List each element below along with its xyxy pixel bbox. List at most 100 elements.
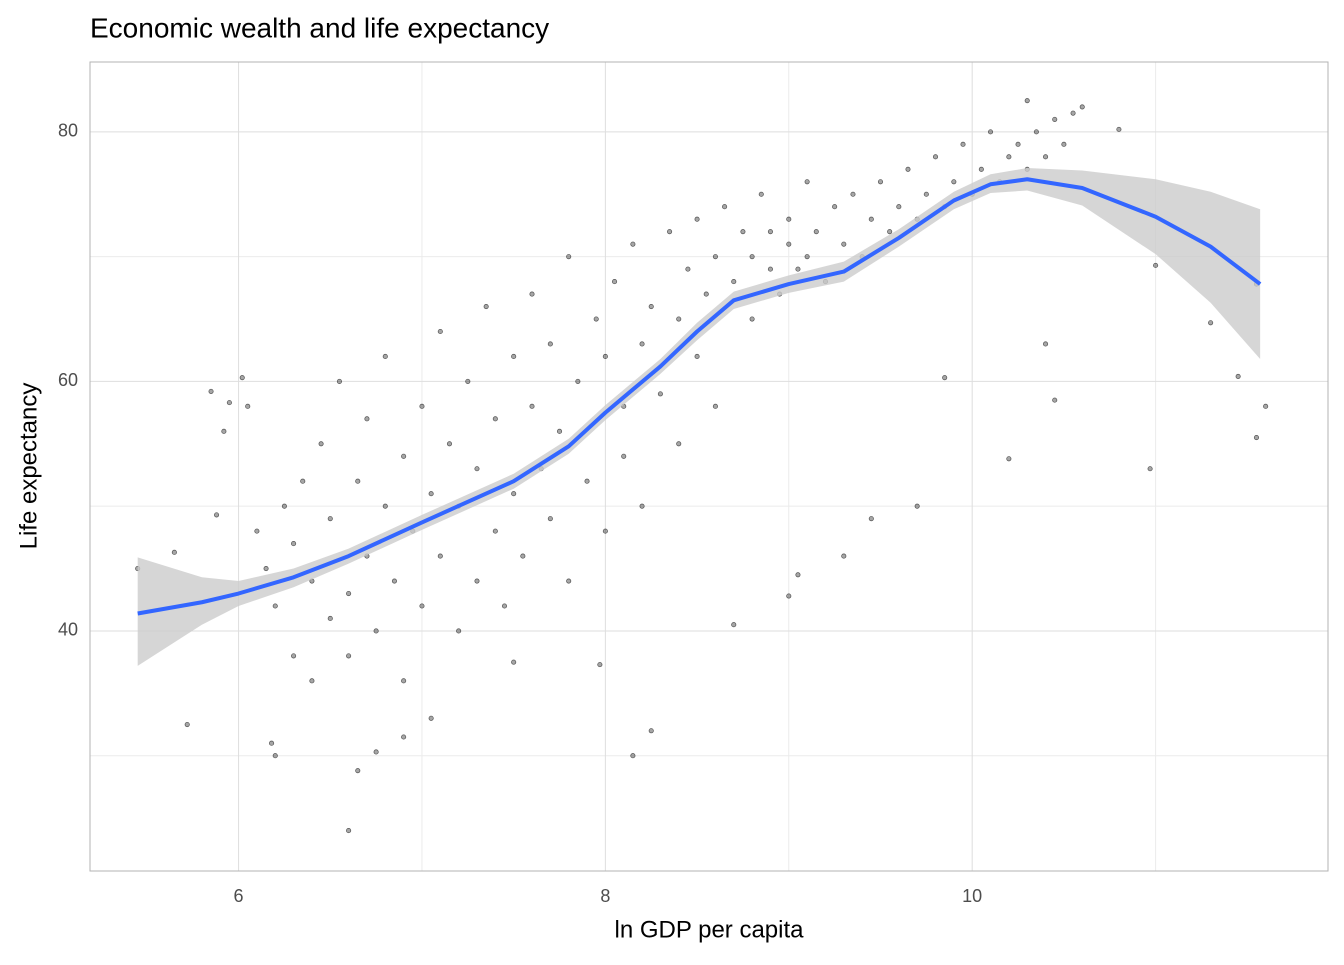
point <box>630 753 636 759</box>
point <box>501 603 508 609</box>
point <box>1153 262 1159 268</box>
point <box>850 191 856 197</box>
point <box>346 590 352 597</box>
point <box>758 191 764 197</box>
point <box>382 353 388 360</box>
chart-title: Economic wealth and life expectancy <box>90 12 549 43</box>
point <box>685 266 691 272</box>
point <box>364 416 370 422</box>
point <box>263 566 269 572</box>
point <box>786 216 792 222</box>
x-tick-label: 6 <box>234 886 244 906</box>
point <box>1235 373 1241 379</box>
point <box>373 628 379 634</box>
point <box>648 728 654 734</box>
point <box>492 416 498 422</box>
point <box>914 503 920 509</box>
point <box>932 154 939 160</box>
point <box>786 593 792 599</box>
point <box>1052 397 1058 403</box>
point <box>896 204 902 210</box>
point <box>1147 466 1153 472</box>
point <box>401 734 407 740</box>
point <box>575 378 581 384</box>
point <box>281 503 287 509</box>
point <box>226 400 232 406</box>
point <box>602 528 608 534</box>
point <box>1263 403 1269 409</box>
point <box>474 578 480 584</box>
point <box>1070 110 1076 116</box>
point <box>1015 141 1021 147</box>
point <box>731 279 737 285</box>
point <box>1052 116 1058 122</box>
point <box>832 204 838 210</box>
point <box>547 516 553 522</box>
point <box>1006 154 1012 160</box>
point <box>813 229 819 235</box>
y-tick-label: 40 <box>58 620 78 640</box>
point <box>346 653 352 659</box>
point <box>184 721 190 728</box>
point <box>456 628 462 634</box>
point <box>923 191 929 197</box>
point <box>355 768 361 774</box>
point <box>269 740 275 746</box>
point <box>1116 126 1122 132</box>
point <box>391 578 398 584</box>
y-tick-label: 60 <box>58 370 78 390</box>
point <box>978 166 984 172</box>
point <box>960 141 966 147</box>
panel-border <box>89 61 1329 872</box>
point <box>639 341 645 347</box>
y-axis-title: Life expectancy <box>15 383 42 550</box>
point <box>254 528 260 534</box>
point <box>474 466 480 472</box>
point <box>597 662 603 668</box>
point <box>520 553 526 559</box>
point <box>887 229 893 235</box>
y-tick-label: 80 <box>58 121 78 141</box>
point <box>1024 98 1030 104</box>
x-tick-label: 8 <box>600 886 610 906</box>
point <box>804 179 810 185</box>
point <box>373 749 379 755</box>
point <box>401 453 407 459</box>
point <box>428 491 434 497</box>
point <box>419 403 425 409</box>
point <box>868 216 874 222</box>
point <box>1043 154 1049 160</box>
point <box>529 291 535 297</box>
point <box>951 179 957 185</box>
point <box>630 241 636 247</box>
point <box>1033 129 1039 135</box>
point <box>1253 435 1260 441</box>
point <box>437 553 443 559</box>
point <box>676 316 682 322</box>
point <box>483 303 489 310</box>
point <box>767 266 773 272</box>
point <box>905 166 911 172</box>
point <box>667 229 673 235</box>
point <box>245 403 251 409</box>
point <box>309 678 315 684</box>
point <box>740 229 746 235</box>
point <box>208 388 214 394</box>
point <box>511 659 517 665</box>
point <box>841 553 847 559</box>
point <box>593 316 599 322</box>
point <box>529 403 535 409</box>
point <box>566 254 572 260</box>
point <box>171 549 177 555</box>
point <box>712 254 718 260</box>
point <box>602 353 608 360</box>
point <box>214 512 220 518</box>
point <box>1006 456 1012 462</box>
point <box>694 353 700 360</box>
point <box>318 441 324 447</box>
point <box>327 615 333 622</box>
point <box>1208 320 1214 326</box>
point <box>841 241 847 247</box>
point <box>300 478 306 484</box>
